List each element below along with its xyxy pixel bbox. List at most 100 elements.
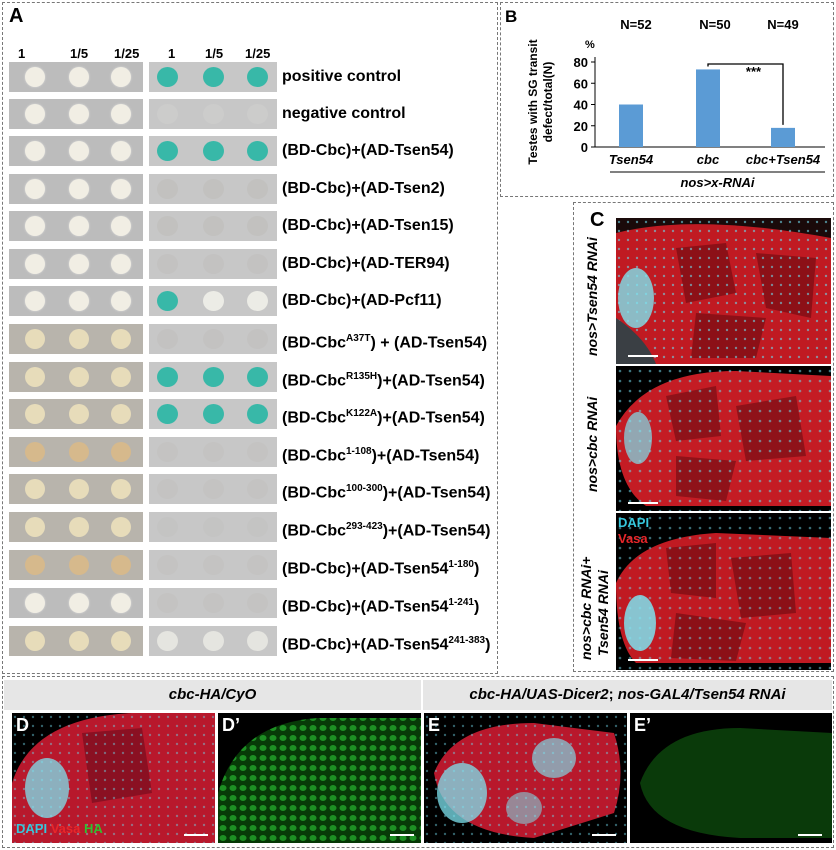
- colony-strip-left: [9, 136, 143, 166]
- genotype-header-left: [4, 680, 421, 710]
- interaction-label: (BD-CbcK122A)+(AD-Tsen54): [282, 404, 485, 428]
- colony: [111, 367, 131, 387]
- colony-strip-left: [9, 437, 143, 467]
- image-cbc-tsen54-rnai: DAPI Vasa: [616, 513, 831, 670]
- x-axis-label: nos>x-RNAi: [680, 175, 754, 190]
- label-main: (BD-Cbc)+(AD-Tsen54: [282, 598, 449, 616]
- colony: [203, 216, 224, 236]
- colony: [69, 254, 89, 274]
- interaction-label: (BD-Cbc100-300)+(AD-Tsen54): [282, 479, 490, 503]
- colony: [203, 442, 224, 462]
- x-tick-label: Tsen54: [609, 152, 654, 167]
- x-tick-label: cbc: [697, 152, 720, 167]
- panel-b-frame: [500, 2, 834, 197]
- dilution-label: 1: [168, 46, 176, 61]
- colony: [111, 479, 131, 499]
- colony: [25, 631, 45, 651]
- colony-strip-left: [9, 588, 143, 618]
- panel-a-frame: [2, 2, 498, 674]
- interaction-label: (BD-Cbc1-108)+(AD-Tsen54): [282, 442, 479, 466]
- colony: [69, 404, 89, 424]
- colony: [247, 517, 268, 537]
- label-main: (BD-Cbc: [282, 409, 346, 427]
- label-main: negative control: [282, 105, 406, 122]
- label-cbc-rnai: nos>cbc RNAi: [584, 396, 600, 492]
- colony: [247, 291, 268, 311]
- colony: [69, 593, 89, 613]
- colony: [247, 254, 268, 274]
- colony: [157, 216, 178, 236]
- y-tick-label: 40: [574, 98, 588, 113]
- label-main: (BD-Cbc)+(AD-Tsen54: [282, 636, 449, 654]
- label-tsen54-rnai-2: Tsen54 RNAi: [595, 570, 611, 656]
- image-tsen54-rnai: [616, 218, 831, 364]
- colony: [69, 291, 89, 311]
- colony: [157, 367, 178, 387]
- colony: [203, 555, 224, 575]
- label-superscript: 1-180: [448, 559, 474, 570]
- label-main: (BD-Cbc)+(AD-TER94): [282, 255, 450, 272]
- label-suffix: ): [473, 560, 480, 578]
- colony-strip-left: [9, 626, 143, 656]
- colony: [157, 517, 178, 537]
- interaction-label: (BD-Cbc)+(AD-Tsen541-241): [282, 593, 479, 617]
- colony-strip-right: [149, 437, 277, 467]
- colony: [157, 254, 178, 274]
- label-suffix: )+(AD-Tsen54): [382, 522, 491, 540]
- colony: [157, 593, 178, 613]
- label-suffix: ): [473, 598, 480, 616]
- bar-tsen54: [619, 104, 643, 147]
- colony-strip-left: [9, 474, 143, 504]
- colony: [111, 291, 131, 311]
- panel-letter-a: A: [9, 5, 24, 27]
- colony: [157, 67, 178, 87]
- colony-strip-left: [9, 249, 143, 279]
- label-superscript: A37T: [346, 333, 371, 344]
- colony: [247, 179, 268, 199]
- testis-image-e-prime: [630, 713, 832, 843]
- colony: [111, 517, 131, 537]
- colony: [69, 367, 89, 387]
- label-tsen54-rnai: nos>Tsen54 RNAi: [584, 237, 600, 356]
- colony-strip-right: [149, 211, 277, 241]
- colony: [69, 216, 89, 236]
- interaction-label: (BD-Cbc)+(AD-Tsen541-180): [282, 555, 479, 579]
- colony: [25, 104, 45, 124]
- y-axis-label: Testes with SG transitdefect/total(N): [526, 39, 555, 164]
- interaction-label: (BD-Cbc)+(AD-Tsen2): [282, 179, 445, 199]
- label-main: (BD-Cbc: [282, 334, 346, 352]
- dilution-label: 1/25: [245, 46, 271, 61]
- genotype-right-a: cbc-HA/UAS-Dicer2: [469, 686, 609, 703]
- colony: [203, 104, 224, 124]
- colony-strip-left: [9, 512, 143, 542]
- label-superscript: 293-423: [346, 521, 383, 532]
- panel-letter-c: C: [590, 209, 605, 231]
- image-d-prime: D’: [218, 713, 421, 843]
- colony-strip-right: [149, 362, 277, 392]
- testis-image-3: [616, 513, 831, 670]
- y-unit: %: [585, 39, 595, 51]
- interaction-label: (BD-CbcA37T) + (AD-Tsen54): [282, 329, 487, 353]
- colony: [69, 442, 89, 462]
- genotype-right: cbc-HA/UAS-Dicer2; nos-GAL4/Tsen54 RNAi: [423, 686, 832, 703]
- colony: [69, 479, 89, 499]
- colony: [25, 179, 45, 199]
- colony: [203, 67, 224, 87]
- interaction-label: (BD-CbcR135H)+(AD-Tsen54): [282, 367, 485, 391]
- testis-image-d-prime: [218, 713, 421, 843]
- testis-image-2: [616, 366, 831, 511]
- colony: [111, 329, 131, 349]
- label-suffix: ): [485, 636, 491, 654]
- colony: [69, 517, 89, 537]
- y-tick-label: 20: [574, 119, 588, 134]
- colony: [157, 555, 178, 575]
- colony: [157, 631, 178, 651]
- y-axis-label-line: defect/total(N): [541, 62, 555, 143]
- scale-bar: [628, 355, 658, 357]
- genotype-right-sep: ;: [608, 686, 618, 703]
- colony: [25, 555, 45, 575]
- colony: [25, 479, 45, 499]
- label-superscript: K122A: [346, 408, 378, 419]
- colony-strip-right: [149, 99, 277, 129]
- n-label: N=50: [699, 17, 730, 32]
